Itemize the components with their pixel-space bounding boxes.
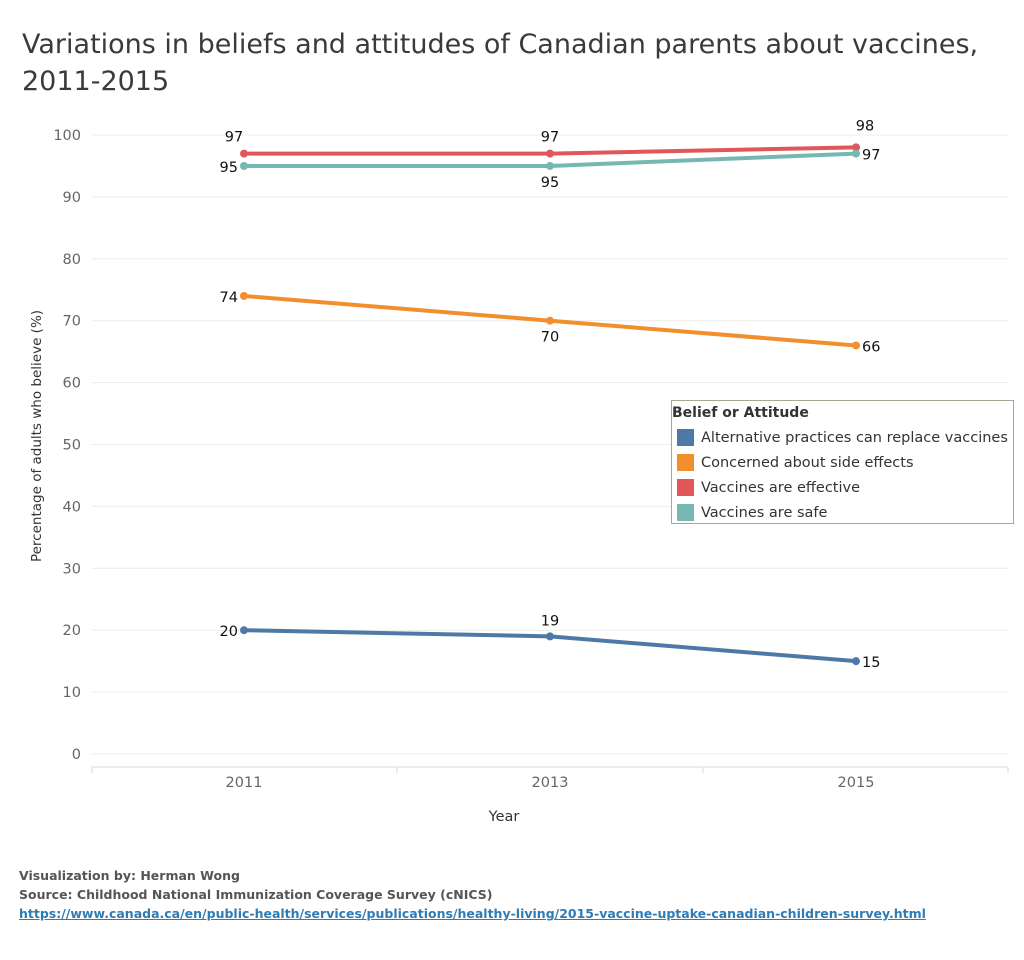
data-point [546,161,554,170]
footer: Visualization by: Herman Wong Source: Ch… [19,866,926,923]
y-axis-title: Percentage of adults who believe (%) [29,310,45,562]
data-label: 66 [862,339,880,355]
legend-label: Alternative practices can replace vaccin… [701,430,1008,446]
data-point [852,657,860,666]
y-tick-label: 30 [63,561,81,577]
data-point [546,632,554,641]
y-tick-label: 70 [63,314,81,330]
x-tick-label: 2011 [226,775,263,791]
data-point [546,149,554,158]
legend-swatch [677,479,694,496]
data-point [546,316,554,325]
title-line-1: Variations in beliefs and attitudes of C… [22,29,979,60]
y-tick-label: 100 [53,128,81,144]
legend-swatch [677,454,694,471]
data-point [852,149,860,158]
legend-swatch [677,504,694,521]
legend-label: Concerned about side effects [701,455,914,471]
data-label: 98 [856,118,874,134]
data-label: 19 [541,613,559,629]
legend-title: Belief or Attitude [672,405,809,421]
credit-text: Visualization by: Herman Wong [19,868,240,883]
data-point [852,143,860,152]
y-tick-label: 20 [63,623,81,639]
data-label: 97 [862,148,880,164]
title-line-2: 2011-2015 [22,66,170,97]
x-tick-label: 2015 [838,775,875,791]
legend-label: Vaccines are effective [701,480,861,496]
source-text: Source: Childhood National Immunization … [19,887,493,902]
data-label: 70 [541,330,559,346]
x-axis-title: Year [488,809,520,825]
x-tick-label: 2013 [532,775,569,791]
data-point [240,626,248,635]
y-tick-label: 50 [63,438,81,454]
legend-label: Vaccines are safe [701,505,828,521]
legend-swatch [677,429,694,446]
y-tick-label: 40 [63,499,81,515]
legend[interactable]: Belief or Attitude Alternative practices… [671,400,1014,524]
y-tick-label: 80 [63,252,81,268]
y-tick-label: 10 [63,685,81,701]
data-point [240,149,248,158]
source-link[interactable]: https://www.canada.ca/en/public-health/s… [19,906,926,921]
y-tick-label: 0 [72,747,81,763]
data-point [240,291,248,300]
y-tick-label: 60 [63,376,81,392]
data-label: 15 [862,655,880,671]
data-label: 97 [225,130,243,146]
data-point [852,341,860,350]
data-label: 97 [541,130,559,146]
data-label: 95 [220,160,238,176]
data-point [240,161,248,170]
chart-title: Variations in beliefs and attitudes of C… [22,26,1002,100]
data-label: 20 [220,624,238,640]
data-label: 74 [220,290,238,306]
data-label: 95 [541,175,559,191]
y-tick-label: 90 [63,190,81,206]
